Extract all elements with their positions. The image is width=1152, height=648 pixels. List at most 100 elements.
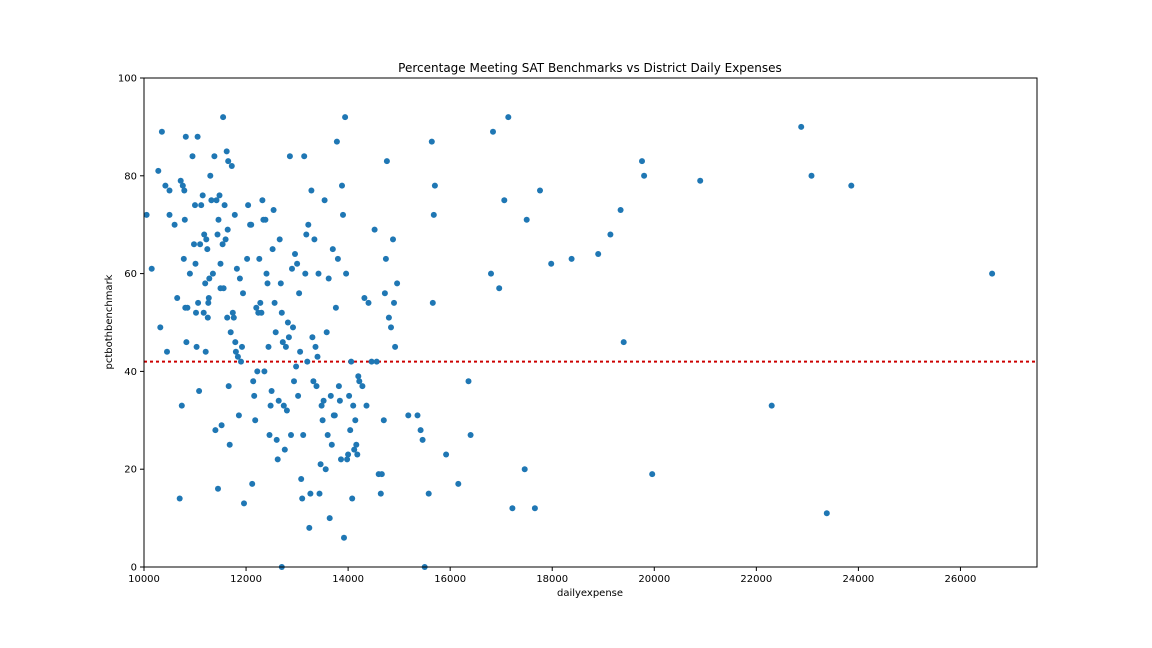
data-point (697, 177, 704, 184)
data-point (300, 432, 307, 438)
data-point (205, 299, 212, 306)
data-point (359, 383, 366, 390)
data-point (331, 412, 338, 419)
x-tick-label: 10000 (128, 574, 160, 585)
data-point (351, 446, 358, 453)
data-point (252, 417, 259, 424)
data-point (284, 319, 291, 326)
data-point (194, 133, 201, 140)
data-point (257, 299, 264, 306)
data-point (166, 211, 173, 218)
data-point (209, 270, 216, 277)
data-point (280, 402, 287, 409)
data-point (382, 255, 389, 262)
data-point (272, 329, 279, 336)
data-point (308, 187, 315, 194)
y-tick-label: 20 (124, 465, 137, 476)
data-point (333, 138, 340, 145)
data-point (193, 309, 199, 316)
data-point (219, 241, 226, 248)
data-point (216, 192, 223, 199)
data-point (164, 348, 170, 355)
data-point (181, 187, 188, 194)
data-point (288, 432, 294, 438)
data-point (768, 402, 775, 409)
data-point (350, 402, 357, 409)
data-point (417, 427, 424, 434)
data-point (290, 324, 296, 331)
data-point (178, 402, 185, 409)
data-point (322, 466, 329, 473)
data-point (148, 265, 155, 272)
data-point (143, 211, 150, 218)
data-point (989, 270, 996, 277)
data-point (239, 343, 245, 350)
data-point (224, 314, 231, 321)
chart-title: Percentage Meeting SAT Benchmarks vs Dis… (398, 61, 782, 75)
data-point (334, 255, 341, 262)
data-point (392, 343, 399, 350)
x-tick-label: 14000 (332, 574, 364, 585)
y-tick-label: 60 (124, 269, 137, 280)
data-point (341, 534, 347, 541)
data-point (212, 427, 219, 434)
data-point (313, 383, 320, 390)
data-point (293, 363, 300, 370)
y-tick-label: 100 (118, 74, 137, 85)
data-point (286, 153, 293, 160)
data-point (373, 358, 380, 365)
data-point (259, 197, 266, 204)
data-point (181, 216, 188, 223)
data-point (298, 476, 305, 482)
data-point (183, 339, 190, 346)
data-point (327, 392, 334, 399)
x-tick-label: 22000 (740, 574, 772, 585)
data-point (443, 451, 450, 458)
data-point (345, 451, 352, 458)
data-point (199, 192, 206, 199)
data-point (207, 172, 214, 179)
data-point (221, 202, 228, 209)
data-point (158, 128, 165, 135)
data-point (208, 197, 215, 204)
data-point (189, 153, 196, 160)
data-point (203, 236, 210, 243)
data-point (342, 114, 349, 121)
data-point (254, 368, 261, 375)
data-point (319, 417, 326, 424)
data-point (299, 495, 306, 502)
data-point (509, 505, 516, 512)
data-point (228, 163, 235, 169)
data-point (248, 221, 255, 228)
data-point (328, 441, 335, 448)
plot-frame (143, 77, 1038, 568)
data-point (808, 172, 815, 179)
data-point (276, 236, 283, 243)
data-point (568, 255, 575, 262)
x-tick-label: 18000 (536, 574, 568, 585)
data-point (224, 226, 231, 233)
data-point (346, 392, 353, 399)
data-point (385, 314, 392, 321)
data-point (240, 290, 246, 297)
data-point (419, 436, 426, 443)
data-point (318, 402, 325, 409)
data-point (162, 182, 169, 189)
data-point (377, 490, 384, 497)
data-point (620, 339, 627, 346)
data-point (234, 353, 241, 360)
data-point (202, 348, 209, 355)
data-point (297, 348, 304, 355)
data-point (304, 358, 311, 365)
data-point (200, 309, 207, 316)
data-point (226, 441, 233, 448)
x-tick-label: 16000 (434, 574, 466, 585)
data-point (537, 187, 543, 194)
data-point (316, 490, 323, 497)
data-point (310, 378, 317, 385)
data-point (425, 490, 432, 497)
data-point (496, 285, 503, 292)
data-point (176, 495, 183, 502)
data-point (179, 182, 186, 189)
